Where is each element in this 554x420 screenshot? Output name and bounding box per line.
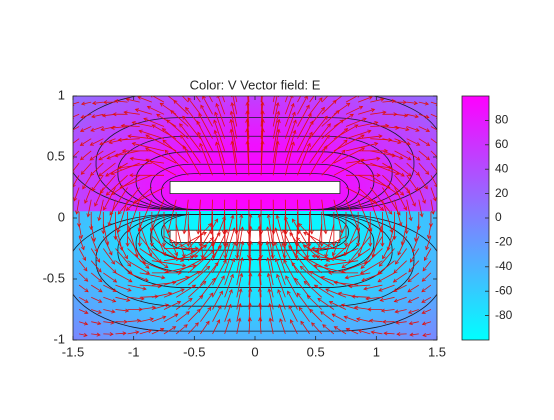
- colorbar-tick-label: -40: [495, 259, 513, 273]
- field-arrow-head: [163, 92, 166, 95]
- field-arrow-head: [330, 90, 333, 93]
- x-tick-label: -1.5: [62, 344, 84, 359]
- colorbar-tick-label: -60: [495, 283, 513, 297]
- colorbar-tick-label: 80: [495, 113, 509, 127]
- chart-title: Color: V Vector field: E: [190, 77, 321, 92]
- y-tick-label: 1: [58, 87, 65, 102]
- x-tick-label: 1: [373, 344, 380, 359]
- field-arrow-head: [176, 90, 179, 93]
- y-tick-label: 0.5: [47, 148, 65, 163]
- x-tick-label: -0.5: [183, 344, 205, 359]
- y-tick-label: -0.5: [43, 270, 65, 285]
- colorbar-tick-label: 20: [495, 186, 509, 200]
- colorbar-tick-label: -20: [495, 235, 513, 249]
- x-tick-label: 1.5: [428, 344, 446, 359]
- x-tick-label: 0: [251, 344, 258, 359]
- x-tick-label: -1: [128, 344, 140, 359]
- y-tick-label: 0: [58, 209, 65, 224]
- colorbar: [462, 96, 489, 340]
- colorbar-tick-label: 60: [495, 137, 509, 151]
- plate: [170, 181, 340, 193]
- field-arrow-head: [344, 92, 347, 95]
- y-tick-label: -1: [53, 331, 65, 346]
- colorbar-tick-label: 0: [495, 210, 502, 224]
- x-tick-label: 0.5: [307, 344, 325, 359]
- colorbar-tick-label: 40: [495, 161, 509, 175]
- colorbar-tick-label: -80: [495, 308, 513, 322]
